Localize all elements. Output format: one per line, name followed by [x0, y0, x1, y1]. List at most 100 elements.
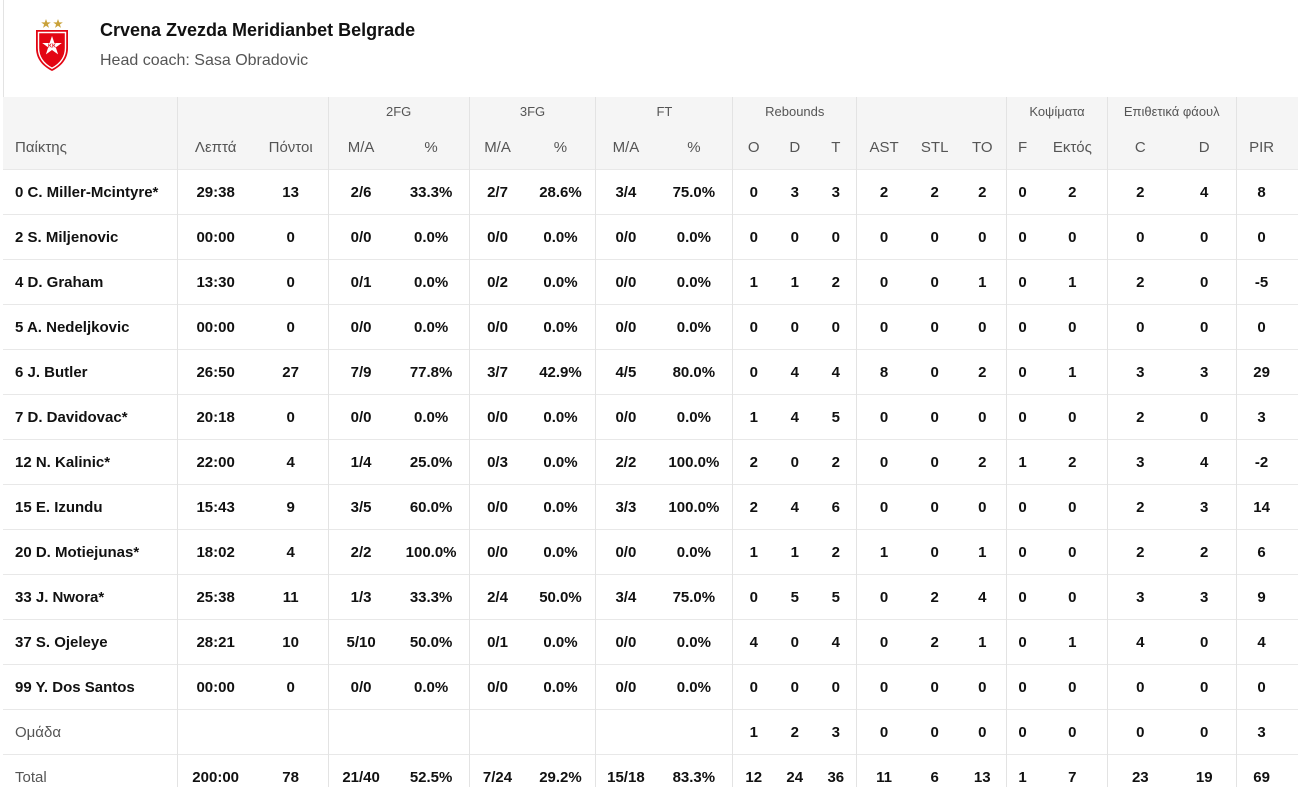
stat-fg2-made-attempted: 0/0: [327, 664, 394, 710]
stat-plus-minus: [1286, 259, 1298, 305]
stat-fouls-drawn: 2: [1172, 529, 1237, 575]
stat-turnovers: 0: [958, 214, 1007, 260]
stat-steals: 0: [911, 349, 959, 395]
player-name-link[interactable]: 2 S. Miljenovic: [3, 214, 178, 260]
column-header-fg3-made-attempted[interactable]: M/A: [468, 126, 526, 170]
column-header-fg2-made-attempted[interactable]: M/A: [327, 126, 394, 170]
column-header-pir[interactable]: PIR: [1235, 126, 1287, 170]
stat-minutes: [176, 709, 254, 755]
stat-reb-total: 0: [815, 304, 857, 350]
column-header-ft-made-attempted[interactable]: M/A: [595, 126, 656, 170]
column-header-blocks-for[interactable]: F: [1006, 126, 1038, 170]
player-row: 6 J. Butler 26:50 27 7/9 77.8% 3/7 42.9% 4/5 80.…: [3, 349, 1298, 395]
stat-fg2-pct: 0.0%: [393, 304, 470, 350]
player-name-link[interactable]: 33 J. Nwora*: [3, 574, 178, 620]
player-name-link[interactable]: 0 C. Miller-Mcintyre*: [3, 169, 178, 215]
column-header-fg2-pct[interactable]: %: [393, 126, 470, 170]
column-header-reb-defensive[interactable]: D: [774, 126, 816, 170]
row-label: Total: [3, 754, 178, 787]
stat-steals: 2: [911, 619, 959, 665]
stat-ft-pct: 75.0%: [655, 169, 733, 215]
stat-fouls-committed: 2: [1106, 529, 1173, 575]
stat-turnovers: 0: [958, 664, 1007, 710]
stat-plus-minus: [1286, 574, 1298, 620]
player-name-link[interactable]: 20 D. Motiejunas*: [3, 529, 178, 575]
stat-ft-pct: 80.0%: [655, 349, 733, 395]
stat-pir: 9: [1235, 574, 1287, 620]
player-name-link[interactable]: 6 J. Butler: [3, 349, 178, 395]
column-header-minutes[interactable]: Λεπτά: [176, 126, 254, 170]
column-header-reb-total[interactable]: T: [815, 126, 857, 170]
column-header-row: Παίκτης Λεπτά Πόντοι M/A% M/A% M/A% O D T AST STL T…: [3, 126, 1298, 170]
stat-pir: 69: [1235, 754, 1287, 787]
group-header-fouls: Επιθετικά φάουλ: [1106, 97, 1237, 126]
stat-points: 78: [253, 754, 329, 787]
column-header-fouls-drawn[interactable]: D: [1172, 126, 1237, 170]
column-header-blocks-against[interactable]: Εκτός: [1037, 126, 1108, 170]
column-header-player[interactable]: Παίκτης: [3, 126, 178, 170]
stat-fg3-pct: 0.0%: [525, 529, 596, 575]
stat-ft-pct: 0.0%: [655, 214, 733, 260]
group-header-blank: [176, 97, 329, 126]
stat-assists: 11: [856, 754, 912, 787]
stat-fg2-made-attempted: 5/10: [327, 619, 394, 665]
stat-fouls-committed: 23: [1106, 754, 1173, 787]
stat-fouls-committed: 0: [1106, 304, 1173, 350]
stat-ft-made-attempted: 0/0: [595, 619, 656, 665]
stat-assists: 1: [856, 529, 912, 575]
stat-turnovers: 2: [958, 439, 1007, 485]
column-header-fouls-committed[interactable]: C: [1106, 126, 1173, 170]
stat-ft-made-attempted: 0/0: [595, 214, 656, 260]
column-header-reb-offensive[interactable]: O: [732, 126, 775, 170]
column-header-points[interactable]: Πόντοι: [253, 126, 329, 170]
box-score-table-container[interactable]: 2FG 3FG FT Rebounds Κοψίματα Επιθετικά φ…: [3, 97, 1298, 787]
player-name-link[interactable]: 7 D. Davidovac*: [3, 394, 178, 440]
stat-fg3-pct: [525, 709, 596, 755]
player-name-link[interactable]: 15 E. Izundu: [3, 484, 178, 530]
stat-plus-minus: [1286, 394, 1298, 440]
stat-fg2-pct: 0.0%: [393, 259, 470, 305]
column-header-turnovers[interactable]: TO: [958, 126, 1007, 170]
stat-fouls-drawn: 4: [1172, 169, 1237, 215]
stat-reb-total: 5: [815, 574, 857, 620]
stat-blocks-against: 1: [1037, 349, 1108, 395]
stat-blocks-for: 0: [1006, 574, 1038, 620]
stat-points: 0: [253, 259, 329, 305]
stat-turnovers: 1: [958, 619, 1007, 665]
stat-fg2-pct: 60.0%: [393, 484, 470, 530]
stat-fouls-committed: 3: [1106, 574, 1173, 620]
stat-reb-total: 3: [815, 169, 857, 215]
stat-fg3-pct: 0.0%: [525, 214, 596, 260]
stat-steals: 0: [911, 484, 959, 530]
stat-reb-offensive: 0: [732, 169, 775, 215]
stat-pir: 3: [1235, 394, 1287, 440]
stat-ft-pct: 0.0%: [655, 529, 733, 575]
stat-fg2-pct: 25.0%: [393, 439, 470, 485]
column-header-ft-pct[interactable]: %: [655, 126, 733, 170]
group-header-blank: [856, 97, 1007, 126]
stat-fg2-pct: 33.3%: [393, 574, 470, 620]
column-header-fg3-pct[interactable]: %: [525, 126, 596, 170]
stat-ft-pct: 0.0%: [655, 304, 733, 350]
stat-fouls-drawn: 0: [1172, 664, 1237, 710]
player-name-link[interactable]: 4 D. Graham: [3, 259, 178, 305]
stat-plus-minus: [1286, 214, 1298, 260]
stat-reb-defensive: 0: [774, 304, 816, 350]
player-name-link[interactable]: 99 Y. Dos Santos: [3, 664, 178, 710]
player-name-link[interactable]: 37 S. Ojeleye: [3, 619, 178, 665]
stat-fouls-drawn: 3: [1172, 484, 1237, 530]
stat-reb-offensive: 0: [732, 664, 775, 710]
column-header-plus-minus[interactable]: +/-: [1286, 126, 1298, 170]
column-header-assists[interactable]: AST: [856, 126, 912, 170]
stat-reb-offensive: 2: [732, 439, 775, 485]
stat-pir: -2: [1235, 439, 1287, 485]
stat-fg2-pct: [393, 709, 470, 755]
stat-reb-total: 4: [815, 349, 857, 395]
stat-fouls-drawn: 0: [1172, 619, 1237, 665]
column-header-steals[interactable]: STL: [911, 126, 959, 170]
player-row: 7 D. Davidovac* 20:18 0 0/0 0.0% 0/0 0.0% 0/0 0.…: [3, 394, 1298, 440]
stat-minutes: 13:30: [176, 259, 254, 305]
player-name-link[interactable]: 12 N. Kalinic*: [3, 439, 178, 485]
stat-fg3-made-attempted: 0/3: [468, 439, 526, 485]
player-name-link[interactable]: 5 A. Nedeljkovic: [3, 304, 178, 350]
